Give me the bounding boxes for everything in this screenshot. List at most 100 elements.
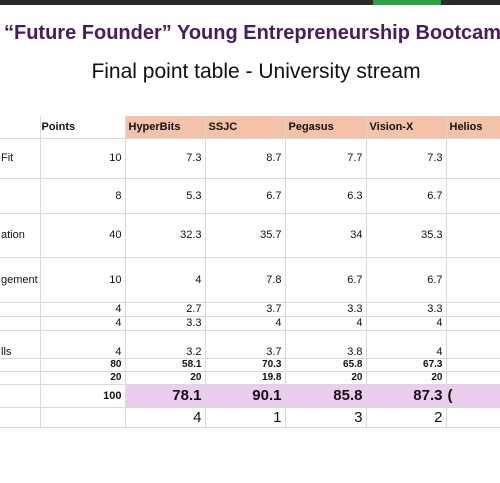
criteria-cell[interactable]: [0, 407, 41, 428]
final-score-cell[interactable]: 85.8: [285, 384, 367, 408]
criteria-cell[interactable]: [0, 316, 41, 331]
table-subtitle: Final point table - University stream: [91, 60, 421, 83]
points-cell[interactable]: 10: [40, 257, 126, 303]
points-cell[interactable]: 4: [40, 302, 126, 317]
score-cell[interactable]: [446, 371, 500, 385]
score-cell[interactable]: 65.8: [285, 358, 367, 372]
rank-cell[interactable]: 3: [285, 407, 367, 428]
score-cell[interactable]: 4: [285, 316, 367, 331]
score-cell[interactable]: 6.3: [285, 178, 367, 214]
score-cell[interactable]: 6.7: [285, 257, 367, 303]
points-cell[interactable]: 20: [40, 371, 126, 385]
score-cell[interactable]: [446, 302, 500, 317]
score-cell[interactable]: 2.7: [125, 302, 206, 317]
score-cell[interactable]: 4: [205, 316, 286, 331]
score-cell[interactable]: 6.7: [205, 178, 286, 214]
header-criteria[interactable]: [0, 116, 41, 139]
score-cell[interactable]: 6.7: [366, 178, 447, 214]
score-cell[interactable]: 8.7: [205, 138, 286, 179]
score-cell[interactable]: 3.3: [125, 316, 206, 331]
points-table: Points HyperBits SSJC Pegasus Vision-X H…: [0, 116, 500, 428]
points-cell[interactable]: 8: [40, 178, 126, 214]
score-cell[interactable]: 20: [285, 371, 367, 385]
criteria-cell[interactable]: ation: [0, 213, 41, 258]
header-team-ssjc[interactable]: SSJC: [205, 116, 286, 139]
score-cell[interactable]: 19.8: [205, 371, 286, 385]
criteria-cell[interactable]: Fit: [0, 138, 41, 179]
rank-cell[interactable]: 1: [205, 407, 286, 428]
rank-cell[interactable]: 2: [366, 407, 447, 428]
subtotal-row: 80 58.1 70.3 65.8 67.3: [0, 358, 500, 372]
score-cell[interactable]: 7.3: [125, 138, 206, 179]
score-cell[interactable]: 3.3: [285, 302, 367, 317]
score-cell[interactable]: 5.3: [125, 178, 206, 214]
points-cell[interactable]: 10: [40, 138, 126, 179]
criteria-cell[interactable]: [0, 178, 41, 214]
subtotal-row: 20 20 19.8 20 20: [0, 371, 500, 385]
rank-row: 4 1 3 2: [0, 407, 500, 428]
header-team-hyperbits[interactable]: HyperBits: [125, 116, 206, 139]
score-cell[interactable]: [446, 213, 500, 258]
final-score-cell[interactable]: 87.3: [366, 384, 447, 408]
header-team-pegasus[interactable]: Pegasus: [285, 116, 367, 139]
score-cell[interactable]: 6.7: [366, 257, 447, 303]
points-cell[interactable]: 40: [40, 213, 126, 258]
score-cell[interactable]: 58.1: [125, 358, 206, 372]
points-cell[interactable]: 80: [40, 358, 126, 372]
score-cell[interactable]: 32.3: [125, 213, 206, 258]
score-cell[interactable]: [446, 178, 500, 214]
header-points[interactable]: Points: [40, 116, 126, 139]
score-cell[interactable]: 4: [366, 330, 447, 359]
points-cell[interactable]: 4: [40, 330, 126, 359]
table-row: Fit 10 7.3 8.7 7.7 7.3: [0, 138, 500, 179]
final-score-row: 100 78.1 90.1 85.8 87.3 (: [0, 384, 500, 408]
criteria-cell[interactable]: [0, 384, 41, 408]
score-cell[interactable]: 3.3: [366, 302, 447, 317]
table-row: 8 5.3 6.7 6.3 6.7: [0, 178, 500, 214]
table-row: 4 3.3 4 4 4: [0, 316, 500, 331]
points-total-cell[interactable]: 100: [40, 384, 126, 408]
score-cell[interactable]: 7.8: [205, 257, 286, 303]
score-cell[interactable]: [446, 358, 500, 372]
rank-cell[interactable]: [446, 407, 500, 428]
score-cell[interactable]: 7.3: [366, 138, 447, 179]
points-cell[interactable]: [40, 407, 126, 428]
score-cell[interactable]: 20: [366, 371, 447, 385]
score-cell[interactable]: 20: [125, 371, 206, 385]
final-score-cell[interactable]: 90.1: [205, 384, 286, 408]
table-row: lls 4 3.2 3.7 3.8 4: [0, 330, 500, 359]
header-team-vision-x[interactable]: Vision-X: [366, 116, 447, 139]
final-score-cell[interactable]: 78.1: [125, 384, 206, 408]
table-row: 4 2.7 3.7 3.3 3.3: [0, 302, 500, 317]
header-team-helios[interactable]: Helios: [446, 116, 500, 139]
final-score-cell[interactable]: (: [446, 384, 500, 408]
table-row: ation 40 32.3 35.7 34 35.3: [0, 213, 500, 258]
score-cell[interactable]: [446, 138, 500, 179]
score-cell[interactable]: 3.2: [125, 330, 206, 359]
score-cell[interactable]: 4: [125, 257, 206, 303]
score-cell[interactable]: 4: [366, 316, 447, 331]
score-cell[interactable]: 34: [285, 213, 367, 258]
score-cell[interactable]: 3.7: [205, 302, 286, 317]
table-row: gement 10 4 7.8 6.7 6.7: [0, 257, 500, 303]
score-cell[interactable]: 67.3: [366, 358, 447, 372]
score-cell[interactable]: 3.8: [285, 330, 367, 359]
criteria-cell[interactable]: [0, 358, 41, 372]
bootcamp-title: “Future Founder” Young Entrepreneurship …: [4, 22, 500, 44]
rank-cell[interactable]: 4: [125, 407, 206, 428]
score-cell[interactable]: 35.7: [205, 213, 286, 258]
criteria-cell[interactable]: [0, 371, 41, 385]
score-cell[interactable]: 7.7: [285, 138, 367, 179]
score-cell[interactable]: [446, 330, 500, 359]
criteria-cell[interactable]: lls: [0, 330, 41, 359]
score-cell[interactable]: 35.3: [366, 213, 447, 258]
header-row: Points HyperBits SSJC Pegasus Vision-X H…: [0, 116, 500, 139]
score-cell[interactable]: 3.7: [205, 330, 286, 359]
points-cell[interactable]: 4: [40, 316, 126, 331]
score-cell[interactable]: [446, 257, 500, 303]
window-top-bar: [0, 0, 500, 5]
score-cell[interactable]: 70.3: [205, 358, 286, 372]
score-cell[interactable]: [446, 316, 500, 331]
criteria-cell[interactable]: [0, 302, 41, 317]
criteria-cell[interactable]: gement: [0, 257, 41, 303]
